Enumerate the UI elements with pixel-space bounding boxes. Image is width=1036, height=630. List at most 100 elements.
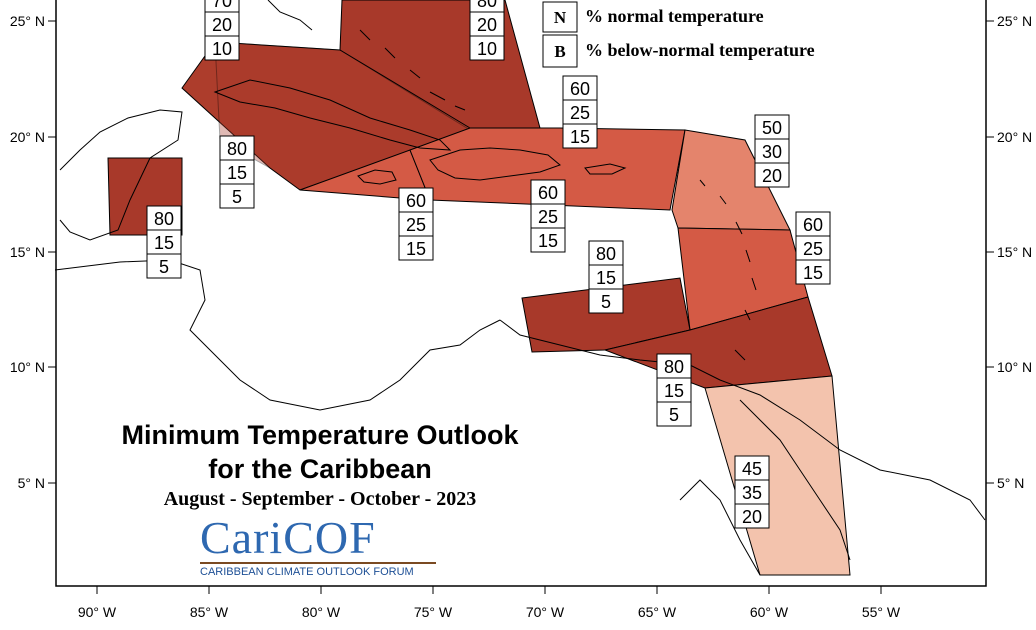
prob-normal: 20 — [212, 15, 232, 35]
coast-guianas — [679, 399, 851, 576]
prob-normal: 30 — [762, 142, 782, 162]
prob-normal: 25 — [538, 207, 558, 227]
prob-above: 80 — [154, 209, 174, 229]
prob-box: 80 15 5 — [656, 353, 692, 427]
prob-cell — [562, 123, 598, 149]
prob-above: 80 — [664, 357, 684, 377]
prob-cell — [146, 253, 182, 279]
coast-south-america — [499, 319, 986, 521]
x-tick-label: 90° W — [78, 604, 117, 620]
prob-cell — [588, 288, 624, 314]
prob-normal: 15 — [154, 233, 174, 253]
y-axis: 25° N 25° N 20° N 20° N 15° N 15° N 10° N 10° N… — [10, 13, 1032, 491]
prob-box: 60 25 15 — [795, 211, 831, 285]
prob-cell — [754, 114, 790, 140]
prob-below: 20 — [762, 166, 782, 186]
y-tick-label-left: 10° N — [10, 359, 45, 375]
map-title-line2: for the Caribbean — [208, 454, 432, 484]
prob-below: 5 — [159, 257, 169, 277]
x-tick-label: 85° W — [190, 604, 229, 620]
prob-cell — [219, 183, 255, 209]
legend-text-below: % below-normal temperature — [585, 40, 815, 60]
prob-cell — [469, 35, 505, 61]
prob-cell — [795, 235, 831, 261]
prob-cell — [588, 264, 624, 290]
prob-below: 15 — [570, 127, 590, 147]
prob-box: 80 15 5 — [219, 135, 255, 209]
prob-normal: 15 — [227, 163, 247, 183]
prob-normal: 25 — [406, 215, 426, 235]
map-title-line1: Minimum Temperature Outlook — [121, 420, 519, 450]
prob-cell — [398, 187, 434, 213]
prob-below: 5 — [601, 292, 611, 312]
coast-cuba — [213, 79, 452, 151]
prob-cell — [734, 503, 770, 529]
prob-above: 60 — [406, 191, 426, 211]
prob-box: 80 15 5 — [588, 240, 624, 314]
y-tick-label-left: 15° N — [10, 244, 45, 260]
prob-box: 80 20 10 — [469, 0, 505, 61]
prob-cell — [204, 35, 240, 61]
coast-bahamas — [359, 29, 466, 111]
prob-box: 60 25 15 — [562, 75, 598, 149]
y-tick-label-right: 10° N — [997, 359, 1032, 375]
coast-yucatan — [59, 109, 183, 241]
prob-cell — [656, 401, 692, 427]
prob-below: 15 — [538, 231, 558, 251]
prob-below: 15 — [406, 239, 426, 259]
legend-key-n-letter: N — [554, 8, 567, 27]
y-tick-label-right: 20° N — [997, 129, 1032, 145]
title-block: Minimum Temperature Outlook for the Cari… — [60, 418, 580, 511]
prob-cell — [734, 455, 770, 481]
prob-cell — [562, 99, 598, 125]
prob-below: 10 — [212, 39, 232, 59]
x-tick-label: 80° W — [302, 604, 341, 620]
prob-normal: 35 — [742, 483, 762, 503]
prob-cell — [754, 138, 790, 164]
legend-text-normal: % normal temperature — [585, 6, 764, 26]
prob-cell — [146, 229, 182, 255]
coast-puerto-rico — [584, 163, 627, 175]
coast-lesser-antilles — [699, 179, 757, 361]
prob-cell — [530, 227, 566, 253]
prob-above: 45 — [742, 459, 762, 479]
logo-name: CariCOF — [200, 512, 376, 563]
x-axis: 90° W 85° W 80° W 75° W 70° W 65° W 60° W 55° W — [78, 586, 901, 620]
coastlines — [54, 0, 986, 576]
prob-normal: 15 — [596, 268, 616, 288]
x-tick-label: 75° W — [414, 604, 453, 620]
map-subtitle: August - September - October - 2023 — [163, 488, 477, 510]
prob-above: 60 — [803, 215, 823, 235]
caricof-logo: CariCOF CARIBBEAN CLIMATE OUTLOOK FORUM — [200, 514, 436, 580]
legend-key-b — [542, 34, 578, 68]
coast-central-america — [54, 259, 501, 411]
legend: N % normal temperature B % below-normal … — [542, 1, 815, 68]
prob-box: 45 35 20 — [734, 455, 770, 529]
prob-cell — [219, 159, 255, 185]
prob-cell — [530, 179, 566, 205]
prob-above: 50 — [762, 118, 782, 138]
y-tick-label-left: 20° N — [10, 129, 45, 145]
prob-box: 60 25 15 — [530, 179, 566, 253]
prob-normal: 20 — [477, 15, 497, 35]
prob-above: 60 — [538, 183, 558, 203]
prob-below: 20 — [742, 507, 762, 527]
prob-cell — [656, 377, 692, 403]
prob-normal: 15 — [664, 381, 684, 401]
coast-florida — [267, 0, 313, 31]
x-tick-label: 70° W — [526, 604, 565, 620]
prob-cell — [734, 479, 770, 505]
y-tick-label-right: 5° N — [997, 475, 1024, 491]
prob-box: 60 25 15 — [398, 187, 434, 261]
coast-jamaica — [357, 169, 397, 185]
prob-above: 80 — [227, 139, 247, 159]
y-tick-label-right: 25° N — [997, 13, 1032, 29]
prob-below: 10 — [477, 39, 497, 59]
prob-below: 5 — [669, 405, 679, 425]
prob-cell — [398, 235, 434, 261]
x-tick-label: 60° W — [750, 604, 789, 620]
legend-key-b-letter: B — [554, 42, 565, 61]
prob-cell — [398, 211, 434, 237]
prob-cell — [588, 240, 624, 266]
